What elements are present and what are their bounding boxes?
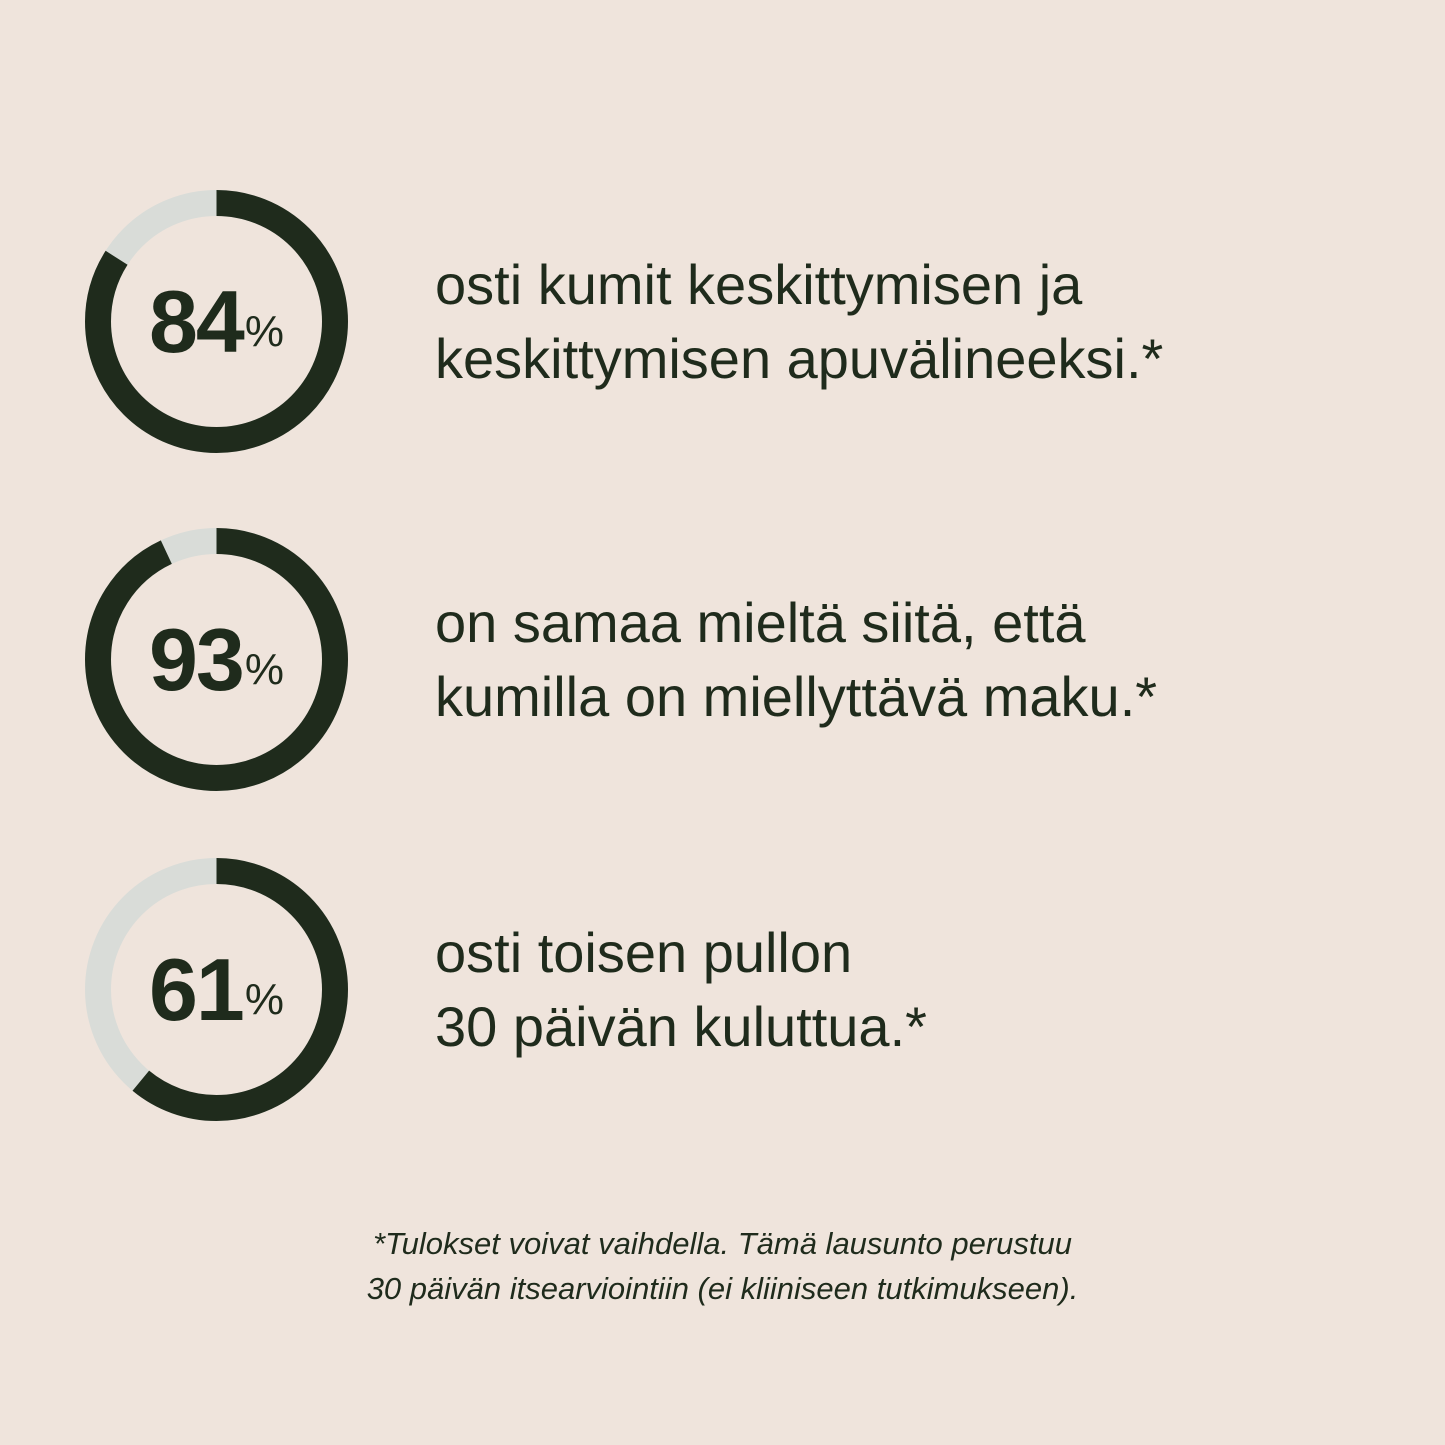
stat-statement-line: kumilla on miellyttävä maku.* (435, 664, 1158, 728)
footnote-line: *Tulokset voivat vaihdella. Tämä lausunt… (372, 1226, 1073, 1261)
stat-row: 84 % osti kumit keskittymisen ja keskitt… (85, 190, 1365, 453)
donut-svg (85, 858, 348, 1121)
donut-value-arc (85, 190, 348, 453)
stat-statement-line: on samaa mieltä siitä, että (435, 590, 1086, 654)
donut-label: 84 % (85, 190, 348, 453)
stat-statement-line: 30 päivän kuluttua.* (435, 994, 927, 1058)
donut-value-number: 84 (148, 271, 245, 371)
donut-label: 61 % (85, 858, 348, 1121)
donut-chart-93: 93 % (85, 528, 348, 791)
stat-row: 93 % on samaa mieltä siitä, että kumilla… (85, 528, 1365, 791)
donut-value-arc (85, 858, 348, 1121)
donut-label: 93 % (85, 528, 348, 791)
stat-statement: osti toisen pullon 30 päivän kuluttua.* (435, 916, 927, 1064)
stat-statement-line: osti kumit keskittymisen ja (435, 252, 1083, 316)
donut-value-number: 93 (148, 609, 245, 709)
donut-percent-symbol: % (244, 306, 284, 356)
donut-chart-84: 84 % (85, 190, 348, 453)
donut-svg (85, 190, 348, 453)
stat-statement: on samaa mieltä siitä, että kumilla on m… (435, 586, 1157, 734)
stat-statement: osti kumit keskittymisen ja keskittymise… (435, 248, 1163, 396)
donut-percent-symbol: % (244, 974, 284, 1024)
donut-svg (85, 528, 348, 791)
donut-value-arc (85, 528, 348, 791)
donut-percent-symbol: % (244, 644, 284, 694)
donut-value-number: 61 (148, 939, 245, 1039)
stat-statement-line: keskittymisen apuvälineeksi.* (435, 326, 1164, 390)
donut-chart-61: 61 % (85, 858, 348, 1121)
footnote: *Tulokset voivat vaihdella. Tämä lausunt… (0, 1222, 1445, 1312)
footnote-line: 30 päivän itsearviointiin (ei kliiniseen… (366, 1270, 1079, 1306)
stat-row: 61 % osti toisen pullon 30 päivän kulutt… (85, 858, 1365, 1121)
stat-statement-line: osti toisen pullon (435, 920, 853, 984)
